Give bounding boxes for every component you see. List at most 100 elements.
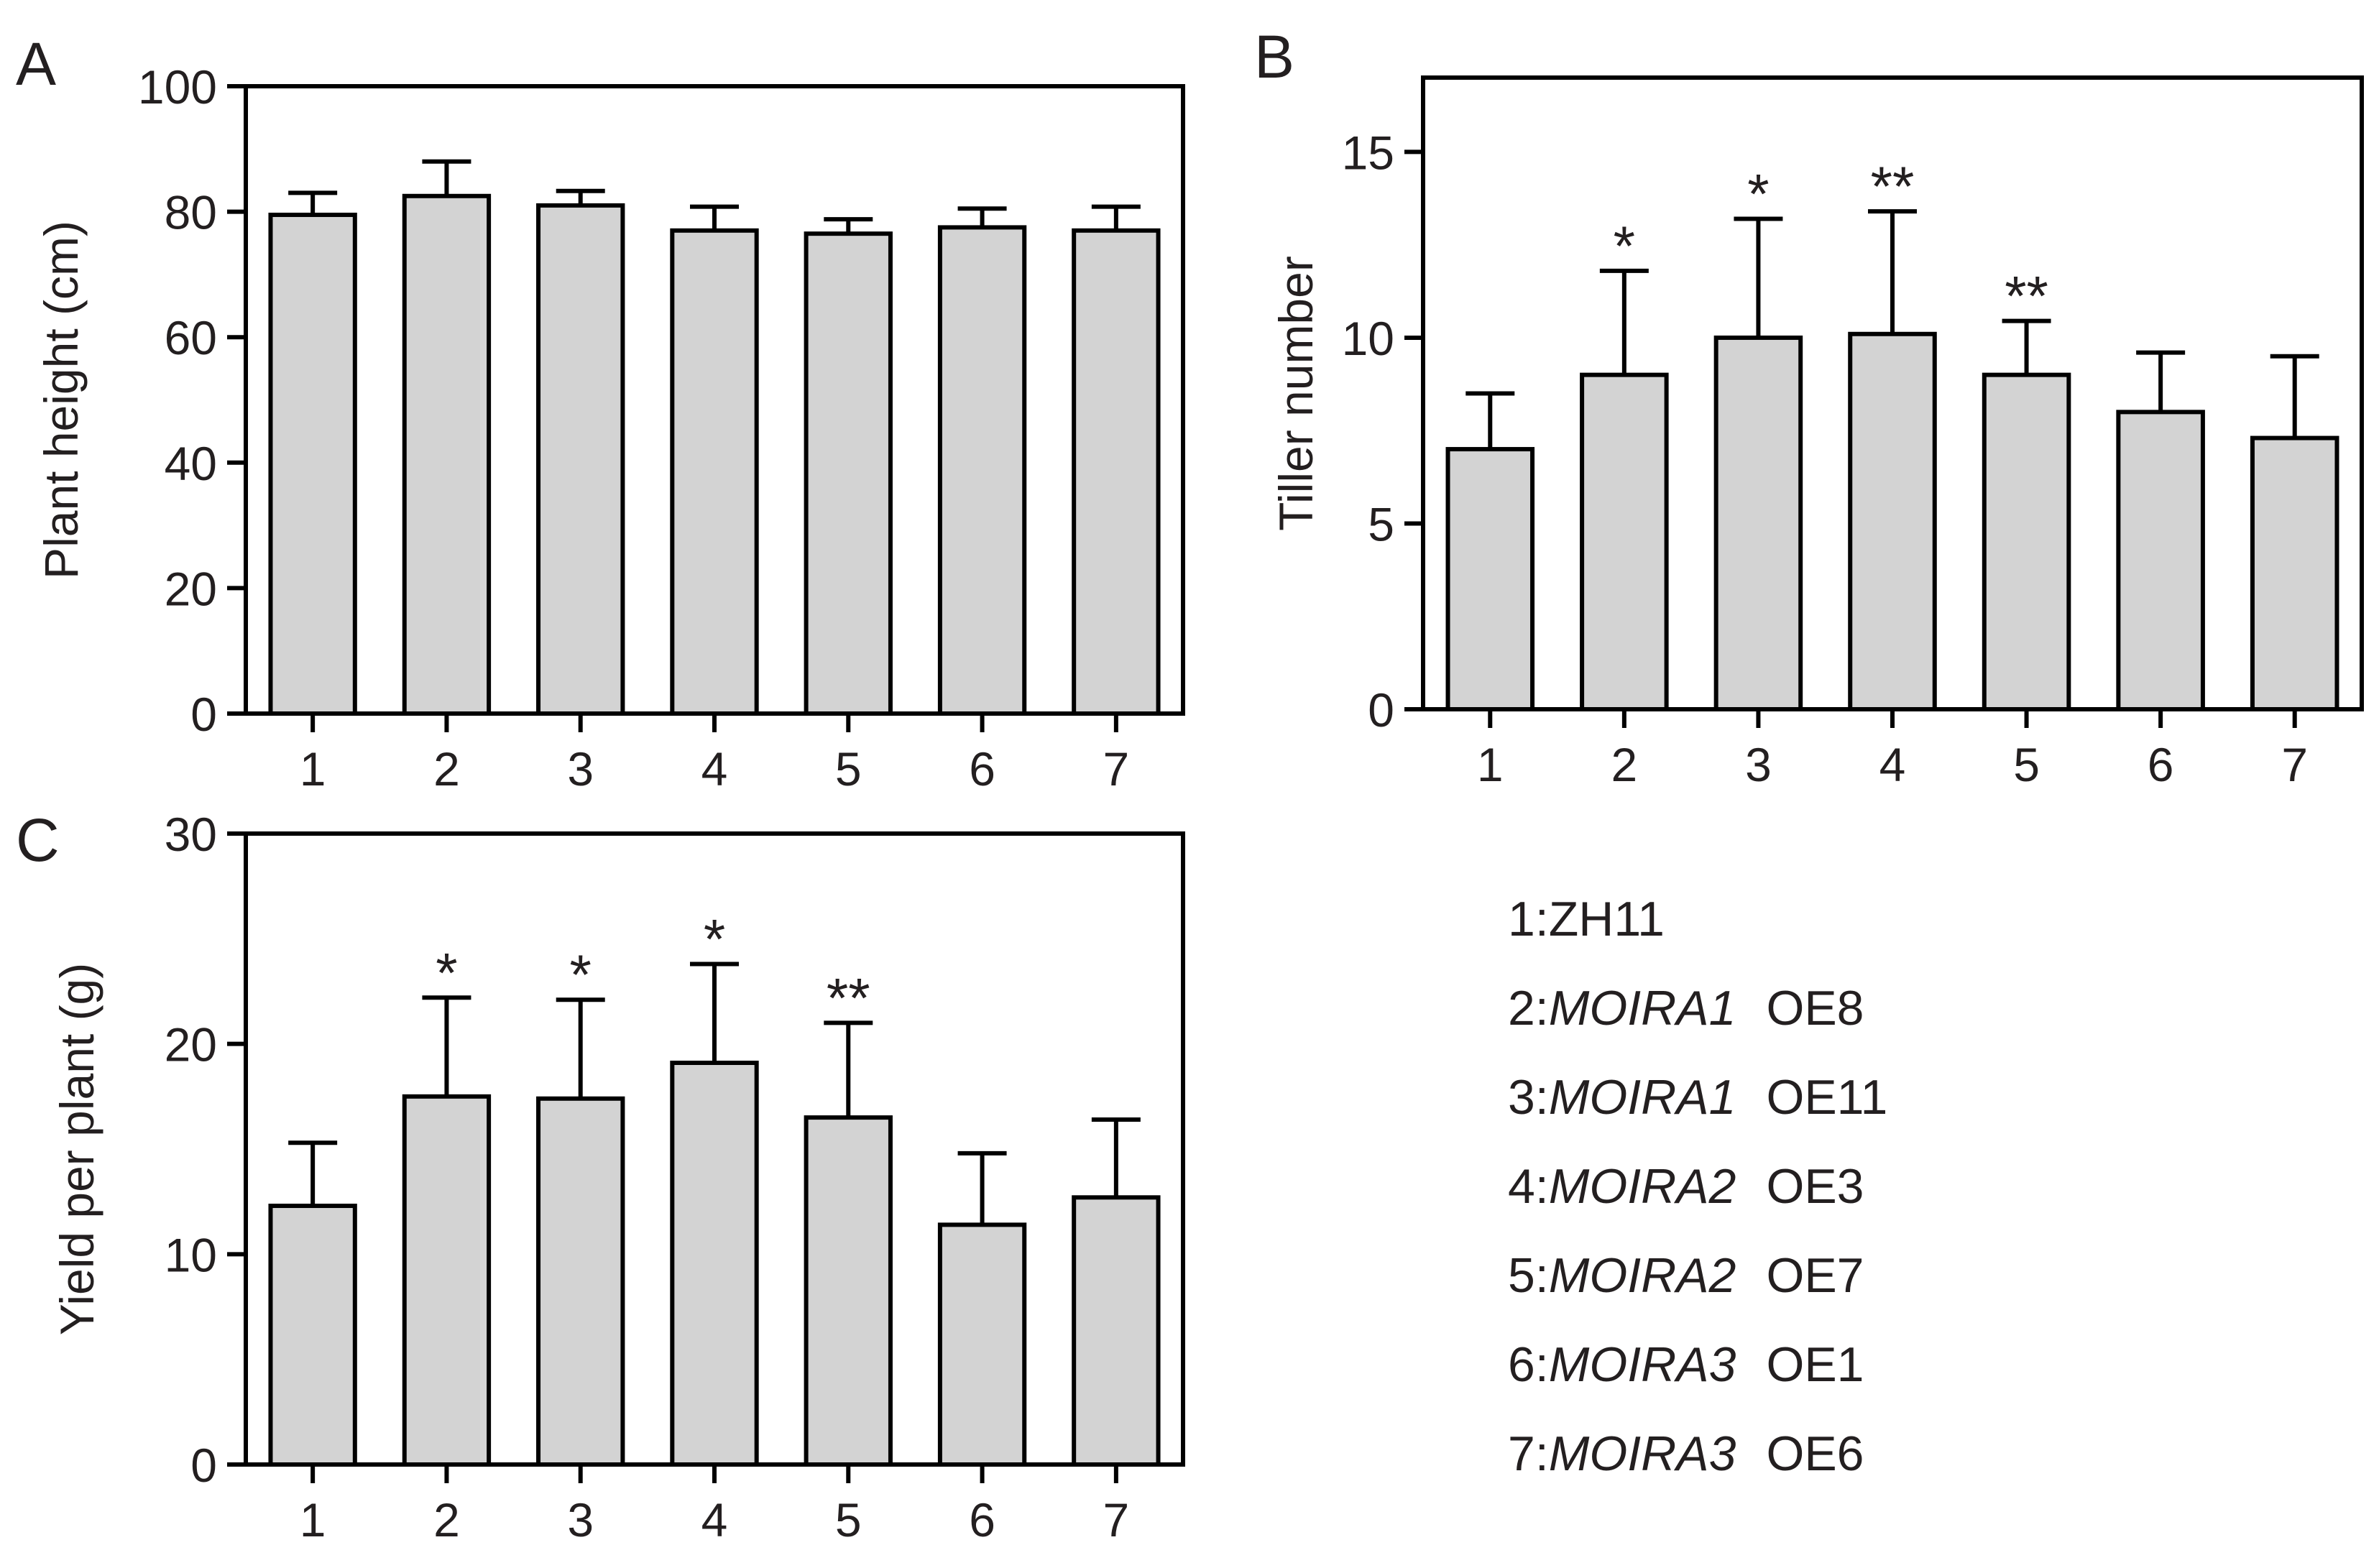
x-tick-label: 6 bbox=[969, 742, 995, 795]
x-tick-label: 4 bbox=[1879, 738, 1906, 791]
x-tick-label: 2 bbox=[1611, 738, 1637, 791]
legend-index: 3: bbox=[1508, 1070, 1549, 1125]
y-tick-label: 0 bbox=[1368, 683, 1394, 737]
significance-mark: ** bbox=[1871, 155, 1915, 218]
x-tick-label: 3 bbox=[1745, 738, 1772, 791]
bar bbox=[937, 1222, 1027, 1467]
y-tick-label: 30 bbox=[165, 808, 217, 861]
significance-mark: * bbox=[436, 941, 457, 1004]
legend-line: OE7 bbox=[1766, 1248, 1864, 1303]
bar bbox=[1072, 228, 1161, 716]
bar bbox=[1445, 447, 1535, 711]
y-axis-label: Tiller number bbox=[1269, 256, 1322, 531]
significance-mark: * bbox=[570, 943, 592, 1006]
legend-index: 5: bbox=[1508, 1248, 1549, 1303]
bar bbox=[402, 1094, 492, 1467]
legend-item: 6:MOIRA3 OE1 bbox=[1508, 1337, 1864, 1392]
legend-item: 7:MOIRA3 OE6 bbox=[1508, 1426, 1864, 1481]
y-axis-label: Yield per plant (g) bbox=[50, 963, 103, 1336]
x-tick-label: 1 bbox=[300, 742, 326, 795]
bar bbox=[536, 203, 625, 716]
legend-line: OE1 bbox=[1766, 1337, 1864, 1392]
legend-line: ZH11 bbox=[1549, 892, 1665, 946]
legend-index: 1: bbox=[1508, 892, 1549, 946]
legend-gene: MOIRA3 bbox=[1549, 1337, 1736, 1392]
bar bbox=[536, 1096, 625, 1467]
legend-line: OE3 bbox=[1766, 1159, 1864, 1214]
y-tick-label: 15 bbox=[1342, 126, 1394, 179]
legend-index: 4: bbox=[1508, 1159, 1549, 1214]
y-tick-label: 0 bbox=[190, 1439, 217, 1492]
x-tick-label: 6 bbox=[969, 1493, 995, 1546]
x-tick-label: 2 bbox=[433, 742, 460, 795]
legend-index: 6: bbox=[1508, 1337, 1549, 1392]
legend-item: 2:MOIRA1 OE8 bbox=[1508, 981, 1864, 1036]
y-tick-label: 10 bbox=[165, 1228, 217, 1281]
y-tick-label: 20 bbox=[165, 1018, 217, 1071]
panel-letter: A bbox=[16, 30, 56, 98]
bar bbox=[1072, 1195, 1161, 1467]
legend-gene: MOIRA2 bbox=[1549, 1248, 1736, 1303]
bar bbox=[268, 212, 357, 716]
x-tick-label: 5 bbox=[835, 1493, 862, 1546]
bar bbox=[1982, 372, 2071, 711]
y-tick-label: 100 bbox=[138, 60, 217, 114]
bar bbox=[1848, 331, 1937, 712]
x-tick-label: 3 bbox=[567, 1493, 594, 1546]
bar bbox=[268, 1204, 357, 1467]
legend-gene: MOIRA2 bbox=[1549, 1159, 1736, 1214]
x-tick-label: 5 bbox=[2013, 738, 2040, 791]
y-tick-label: 60 bbox=[165, 311, 217, 364]
bar bbox=[937, 225, 1027, 716]
legend-gene: MOIRA3 bbox=[1549, 1426, 1736, 1481]
legend-item: 5:MOIRA2 OE7 bbox=[1508, 1248, 1864, 1303]
panel-letter: B bbox=[1254, 23, 1294, 91]
y-tick-label: 5 bbox=[1368, 497, 1394, 550]
x-tick-label: 7 bbox=[1103, 1493, 1129, 1546]
x-tick-label: 5 bbox=[835, 742, 862, 795]
significance-mark: ** bbox=[827, 966, 870, 1029]
y-axis-label: Plant height (cm) bbox=[34, 221, 88, 579]
x-tick-label: 4 bbox=[701, 1493, 728, 1546]
y-tick-label: 0 bbox=[190, 688, 217, 741]
x-tick-label: 7 bbox=[2281, 738, 2308, 791]
bar bbox=[670, 228, 759, 716]
panel-letter: C bbox=[16, 806, 60, 874]
x-tick-label: 7 bbox=[1103, 742, 1129, 795]
legend-gene: MOIRA1 bbox=[1549, 981, 1736, 1036]
legend-item: 4:MOIRA2 OE3 bbox=[1508, 1159, 1864, 1214]
bar bbox=[402, 193, 492, 716]
legend-line: OE8 bbox=[1766, 981, 1864, 1036]
bar bbox=[1713, 335, 1803, 711]
significance-mark: ** bbox=[2005, 264, 2048, 328]
bar bbox=[2116, 410, 2205, 712]
bar bbox=[1580, 372, 1669, 711]
legend-gene: MOIRA1 bbox=[1549, 1070, 1736, 1125]
x-tick-label: 4 bbox=[701, 742, 728, 795]
bar bbox=[804, 231, 893, 716]
x-tick-label: 1 bbox=[300, 1493, 326, 1546]
legend-item: 1:ZH11 bbox=[1508, 892, 1665, 946]
panel-a: A 0 20 40 60 80 100 1 2 3 4 5 6 7 Plant height (cm) bbox=[16, 30, 1185, 795]
legend-index: 2: bbox=[1508, 981, 1549, 1036]
legend-line: OE6 bbox=[1766, 1426, 1864, 1481]
legend-line: OE11 bbox=[1766, 1070, 1887, 1125]
bar bbox=[2250, 435, 2339, 711]
legend-item: 3:MOIRA1 OE11 bbox=[1508, 1070, 1887, 1125]
y-tick-label: 20 bbox=[165, 562, 217, 615]
y-tick-label: 40 bbox=[165, 437, 217, 490]
x-tick-label: 6 bbox=[2148, 738, 2174, 791]
x-tick-label: 3 bbox=[567, 742, 594, 795]
significance-mark: * bbox=[1747, 162, 1769, 225]
significance-mark: * bbox=[704, 907, 725, 970]
bar bbox=[804, 1115, 893, 1467]
x-tick-label: 1 bbox=[1477, 738, 1504, 791]
y-tick-label: 10 bbox=[1342, 312, 1394, 365]
legend-index: 7: bbox=[1508, 1426, 1549, 1481]
bar bbox=[670, 1061, 759, 1467]
y-tick-label: 80 bbox=[165, 186, 217, 239]
